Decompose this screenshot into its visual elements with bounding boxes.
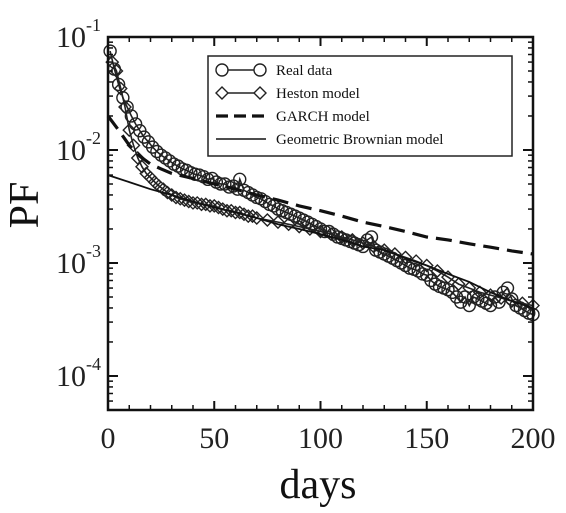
- data-point-diamond: [366, 239, 381, 254]
- data-point-diamond: [271, 215, 285, 230]
- data-point-circle: [145, 140, 160, 154]
- legend-marker-circle: [253, 63, 267, 77]
- legend-entry: Heston model: [215, 86, 360, 102]
- data-point-diamond: [260, 213, 275, 228]
- data-point-diamond: [135, 159, 149, 174]
- data-point-diamond: [118, 100, 132, 115]
- y-tick-label: 10 -4: [56, 354, 101, 393]
- legend-label: Heston model: [276, 86, 360, 102]
- x-tick-label: 200: [511, 422, 556, 455]
- y-tick-base: 10: [56, 247, 86, 280]
- data-point-diamond: [207, 198, 222, 213]
- legend-entry: Real data: [215, 63, 333, 79]
- data-point-circle: [124, 109, 139, 123]
- legend-entry: GARCH model: [216, 109, 370, 125]
- data-point-circle: [445, 285, 459, 300]
- data-point-diamond: [313, 224, 328, 239]
- data-point-circle: [120, 100, 134, 114]
- data-point-diamond: [281, 217, 296, 232]
- data-point-diamond: [122, 123, 137, 138]
- series-geometric-brownian-model: [107, 174, 534, 309]
- y-tick-exponent: -4: [86, 354, 101, 374]
- x-tick-label: 0: [101, 422, 116, 455]
- data-point-diamond: [515, 296, 530, 311]
- x-tick-label: 50: [199, 422, 229, 455]
- y-tick-exponent: -3: [86, 241, 101, 261]
- y-tick-base: 10: [56, 134, 86, 167]
- legend: Real data Heston model GARCH model Geometri…: [207, 55, 513, 157]
- data-point-circle: [137, 130, 151, 144]
- data-point-circle: [356, 239, 370, 254]
- series-line: [107, 174, 534, 309]
- data-point-circle: [218, 177, 232, 191]
- legend-marker-circle: [215, 63, 229, 77]
- data-point-diamond: [198, 197, 213, 212]
- data-point-diamond: [109, 64, 124, 79]
- data-point-diamond: [451, 277, 466, 292]
- y-tick-label: 10 -3: [56, 241, 101, 280]
- data-point-diamond: [211, 200, 226, 215]
- data-point-diamond: [292, 219, 307, 234]
- data-point-diamond: [472, 285, 487, 300]
- legend-entry: Geometric Brownian model: [216, 132, 443, 148]
- data-point-diamond: [160, 185, 175, 200]
- series-heston-model: [105, 55, 540, 313]
- y-tick-label: 10 -1: [56, 15, 101, 54]
- data-point-diamond: [237, 207, 251, 222]
- data-point-diamond: [215, 202, 230, 217]
- series-line: [106, 115, 534, 256]
- series-garch-model: [106, 115, 534, 256]
- data-point-circle: [462, 298, 476, 313]
- axes-layer: [106, 35, 535, 412]
- data-point-circle: [458, 290, 472, 304]
- data-point-diamond: [398, 250, 413, 265]
- data-point-diamond: [164, 187, 179, 202]
- data-point-circle: [483, 298, 498, 313]
- data-point-diamond: [324, 227, 339, 242]
- data-point-diamond: [334, 229, 349, 244]
- y-tick-base: 10: [56, 21, 86, 54]
- legend-label: Real data: [276, 63, 333, 79]
- y-tick-exponent: -1: [86, 15, 101, 35]
- legend-marker-diamond: [253, 86, 267, 100]
- data-point-diamond: [345, 232, 360, 247]
- data-point-circle: [103, 44, 117, 58]
- x-axis-title: days: [280, 462, 357, 508]
- legend-marker-diamond: [215, 86, 229, 100]
- x-tick-label: 100: [298, 422, 343, 455]
- data-point-diamond: [377, 243, 392, 258]
- data-point-diamond: [409, 254, 424, 269]
- legend-label: Geometric Brownian model: [276, 132, 443, 148]
- data-point-diamond: [203, 198, 217, 213]
- series-layer: [103, 44, 540, 322]
- data-point-diamond: [113, 81, 128, 96]
- data-point-diamond: [302, 221, 317, 236]
- data-point-diamond: [356, 236, 370, 251]
- data-point-circle: [150, 144, 164, 159]
- data-point-diamond: [224, 203, 239, 218]
- data-point-diamond: [232, 205, 247, 220]
- data-point-diamond: [462, 281, 477, 296]
- x-tick-label: 150: [404, 422, 449, 455]
- y-axis-title: PF: [2, 182, 48, 229]
- data-point-diamond: [245, 209, 260, 224]
- y-tick-label: 10 -2: [56, 128, 101, 167]
- data-point-circle: [188, 167, 202, 181]
- legend-label: GARCH model: [276, 109, 370, 125]
- y-tick-exponent: -2: [86, 128, 101, 148]
- y-tick-base: 10: [56, 360, 86, 393]
- data-point-diamond: [228, 205, 243, 220]
